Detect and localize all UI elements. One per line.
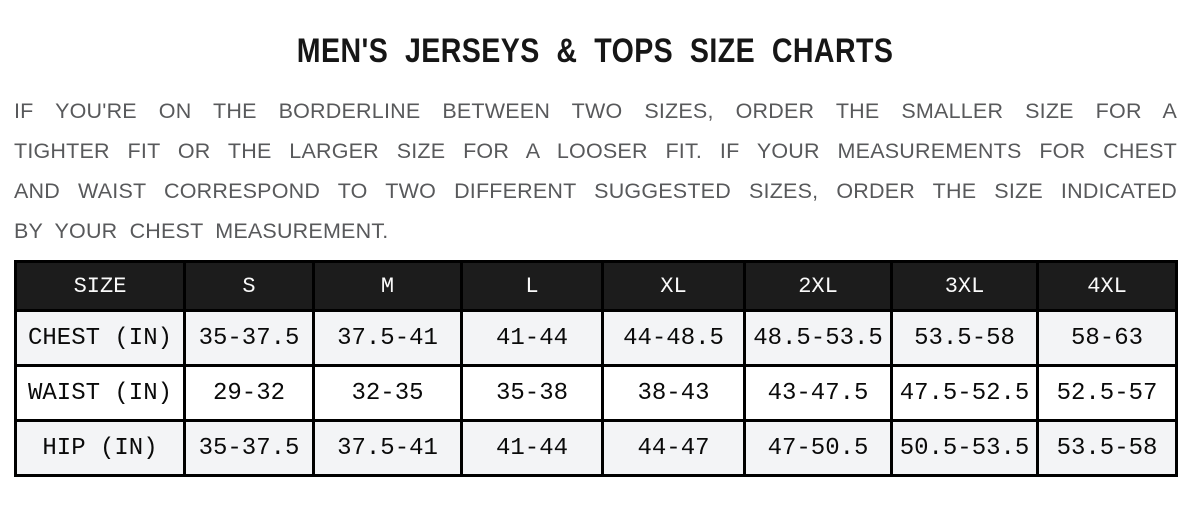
cell-chest-2xl: 48.5-53.5	[743, 309, 893, 367]
cell-hip-4xl: 53.5-58	[1036, 419, 1178, 477]
cell-hip-2xl: 47-50.5	[743, 419, 893, 477]
cell-chest-3xl: 53.5-58	[890, 309, 1039, 367]
intro-line-3: AND WAIST CORRESPOND TO TWO DIFFERENT SU…	[14, 179, 1177, 203]
header-cell-size: SIZE	[14, 260, 186, 312]
cell-hip-m: 37.5-41	[312, 419, 463, 477]
header-cell-l: L	[460, 260, 604, 312]
row-label-hip: HIP (IN)	[14, 419, 186, 477]
cell-hip-l: 41-44	[460, 419, 604, 477]
row-label-chest: CHEST (IN)	[14, 309, 186, 367]
cell-hip-3xl: 50.5-53.5	[890, 419, 1039, 477]
table-row-waist: WAIST (IN) 29-32 32-35 35-38 38-43 43-47…	[14, 364, 1178, 422]
cell-hip-s: 35-37.5	[183, 419, 315, 477]
size-table: SIZE S M L XL 2XL 3XL 4XL CHEST (IN) 35-…	[14, 260, 1178, 477]
cell-waist-l: 35-38	[460, 364, 604, 422]
cell-waist-m: 32-35	[312, 364, 463, 422]
cell-waist-2xl: 43-47.5	[743, 364, 893, 422]
header-cell-3xl: 3XL	[890, 260, 1039, 312]
table-row-chest: CHEST (IN) 35-37.5 37.5-41 41-44 44-48.5…	[14, 309, 1178, 367]
cell-chest-s: 35-37.5	[183, 309, 315, 367]
page-title-text: MEN'S JERSEYS & TOPS SIZE CHARTS	[297, 32, 894, 70]
cell-waist-s: 29-32	[183, 364, 315, 422]
size-table-header-row: SIZE S M L XL 2XL 3XL 4XL	[14, 260, 1178, 312]
cell-hip-xl: 44-47	[601, 419, 746, 477]
header-cell-s: S	[183, 260, 315, 312]
cell-waist-4xl: 52.5-57	[1036, 364, 1178, 422]
cell-waist-3xl: 47.5-52.5	[890, 364, 1039, 422]
table-row-hip: HIP (IN) 35-37.5 37.5-41 41-44 44-47 47-…	[14, 419, 1178, 477]
header-cell-4xl: 4XL	[1036, 260, 1178, 312]
intro-paragraph: IF YOU'RE ON THE BORDERLINE BETWEEN TWO …	[14, 91, 1177, 251]
header-cell-xl: XL	[601, 260, 746, 312]
intro-line-1: IF YOU'RE ON THE BORDERLINE BETWEEN TWO …	[14, 99, 1177, 123]
cell-chest-xl: 44-48.5	[601, 309, 746, 367]
cell-chest-m: 37.5-41	[312, 309, 463, 367]
intro-line-4: BY YOUR CHEST MEASUREMENT.	[14, 219, 389, 243]
intro-line-2: TIGHTER FIT OR THE LARGER SIZE FOR A LOO…	[14, 139, 1177, 163]
header-cell-2xl: 2XL	[743, 260, 893, 312]
row-label-waist: WAIST (IN)	[14, 364, 186, 422]
header-cell-m: M	[312, 260, 463, 312]
cell-chest-4xl: 58-63	[1036, 309, 1178, 367]
page-title: MEN'S JERSEYS & TOPS SIZE CHARTS	[14, 0, 1177, 69]
cell-waist-xl: 38-43	[601, 364, 746, 422]
cell-chest-l: 41-44	[460, 309, 604, 367]
